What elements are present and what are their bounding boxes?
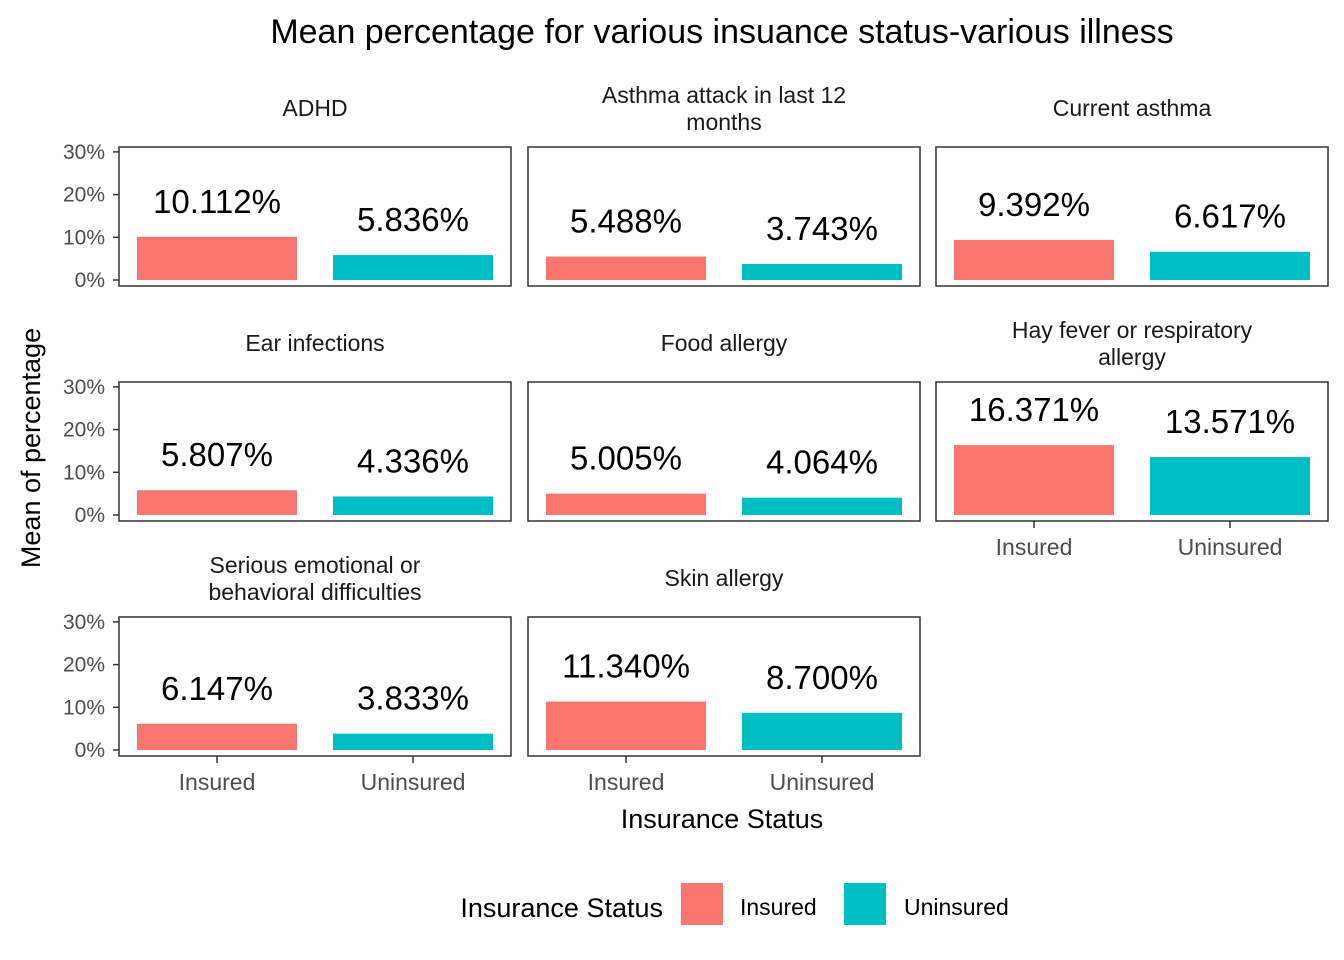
panel-title: ADHD	[282, 95, 347, 121]
legend-swatch-uninsured	[844, 883, 886, 925]
bar-uninsured	[333, 733, 493, 750]
y-tick-label: 30%	[63, 611, 105, 634]
panel-adhd: ADHD 10.112% 5.836% 0% 10% 20% 30%	[63, 95, 512, 292]
data-label: 4.064%	[766, 444, 878, 481]
panel-title: Food allergy	[661, 330, 788, 356]
chart-panels: ADHD 10.112% 5.836% 0% 10% 20% 30% Asthma attac…	[63, 82, 1329, 795]
data-label: 5.836%	[357, 201, 469, 238]
x-tick-label: Insured	[996, 534, 1073, 560]
y-axis-title: Mean of percentage	[16, 328, 46, 568]
panel-title: Ear infections	[245, 330, 384, 356]
legend-label-uninsured: Uninsured	[904, 894, 1009, 920]
legend-title: Insurance Status	[460, 893, 663, 923]
y-tick-label: 20%	[63, 184, 105, 207]
panel-asthma-attack-in-last-12-months: Asthma attack in last 12 months 5.488% 3.74…	[527, 82, 921, 287]
x-tick-label: Insured	[588, 769, 665, 795]
panel-hay-fever-or-respiratory-allergy: Hay fever or respiratory allergy 16.371% 13…	[935, 317, 1329, 560]
panel-border	[935, 146, 1329, 287]
panel-border	[118, 616, 512, 757]
panel-border	[118, 381, 512, 522]
panel-title: Asthma attack in last 12 months	[602, 82, 846, 135]
y-tick-label: 10%	[63, 696, 105, 719]
y-tick-label: 20%	[63, 654, 105, 677]
bar-uninsured	[333, 255, 493, 280]
bar-insured	[546, 256, 706, 280]
legend-label-insured: Insured	[740, 894, 817, 920]
data-label: 11.340%	[562, 648, 690, 685]
x-tick-label: Uninsured	[1178, 534, 1283, 560]
bar-uninsured	[742, 497, 902, 515]
panel-serious-emotional-or-behavioral-difficulties: Serious emotional or behavioral difficult…	[63, 552, 512, 795]
data-label: 9.392%	[978, 186, 1090, 223]
y-tick-label: 20%	[63, 419, 105, 442]
bar-insured	[954, 445, 1114, 515]
panel-border	[527, 146, 921, 287]
panel-border	[527, 616, 921, 757]
bar-uninsured	[1150, 457, 1310, 515]
panel-border	[118, 146, 512, 287]
y-tick-label: 10%	[63, 461, 105, 484]
bar-insured	[137, 490, 297, 515]
y-tick-label: 10%	[63, 226, 105, 249]
bar-insured	[546, 701, 706, 750]
panel-border	[527, 381, 921, 522]
bar-insured	[137, 236, 297, 280]
x-tick-label: Uninsured	[361, 769, 466, 795]
panel-title: Skin allergy	[665, 565, 784, 591]
data-label: 5.488%	[570, 203, 682, 240]
y-tick-label: 30%	[63, 141, 105, 164]
panel-food-allergy: Food allergy 5.005% 4.064%	[527, 330, 921, 522]
y-tick-label: 0%	[75, 504, 105, 527]
legend-swatch-insured	[681, 883, 723, 925]
panel-skin-allergy: Skin allergy 11.340% 8.700% Insured Uninsure…	[527, 565, 921, 795]
bar-insured	[546, 493, 706, 515]
y-tick-label: 30%	[63, 376, 105, 399]
data-label: 6.617%	[1174, 198, 1286, 235]
data-label: 5.807%	[161, 436, 273, 473]
data-label: 8.700%	[766, 659, 878, 696]
x-tick-label: Insured	[179, 769, 256, 795]
chart-title: Mean percentage for various insuance sta…	[270, 13, 1173, 51]
bar-insured	[954, 239, 1114, 280]
panel-title: Current asthma	[1053, 95, 1212, 121]
data-label: 3.743%	[766, 210, 878, 247]
data-label: 10.112%	[153, 183, 281, 220]
bar-uninsured	[1150, 251, 1310, 280]
data-label: 3.833%	[357, 680, 469, 717]
bar-uninsured	[742, 712, 902, 750]
data-label: 16.371%	[969, 391, 1099, 428]
x-tick-label: Uninsured	[770, 769, 875, 795]
bar-uninsured	[742, 264, 902, 280]
data-label: 5.005%	[570, 440, 682, 477]
data-label: 13.571%	[1165, 403, 1295, 440]
panel-current-asthma: Current asthma 9.392% 6.617%	[935, 95, 1329, 287]
bar-insured	[137, 723, 297, 750]
y-tick-label: 0%	[75, 269, 105, 292]
y-tick-label: 0%	[75, 739, 105, 762]
data-label: 6.147%	[161, 670, 273, 707]
panel-title: Hay fever or respiratory allergy	[1012, 317, 1253, 370]
bar-uninsured	[333, 496, 493, 515]
panel-ear-infections: Ear infections 5.807% 4.336% 0% 10% 20% 30%	[63, 330, 512, 527]
panel-border	[935, 381, 1329, 522]
x-axis-title: Insurance Status	[621, 804, 824, 834]
panel-title: Serious emotional or behavioral difficult…	[208, 552, 421, 605]
data-label: 4.336%	[357, 442, 469, 479]
legend: Insurance Status Insured Uninsured	[460, 883, 1009, 925]
